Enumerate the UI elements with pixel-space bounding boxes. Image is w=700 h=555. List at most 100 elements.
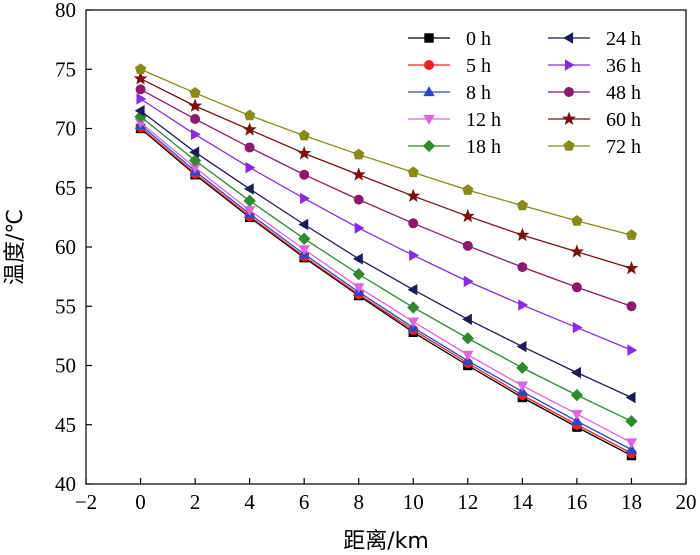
data-point-18h (298, 232, 311, 245)
data-point-24h (352, 253, 363, 265)
data-point-72h (134, 63, 147, 75)
legend-item-12h: 12 h (408, 109, 501, 131)
data-point-72h (625, 229, 638, 240)
legend-marker-5h (423, 60, 434, 71)
legend-marker-0h (424, 33, 434, 43)
data-point-8h (625, 443, 638, 454)
legend-label: 24 h (606, 28, 641, 50)
data-point-12h (625, 438, 638, 449)
legend-label: 48 h (606, 82, 641, 104)
data-point-24h (407, 283, 418, 296)
y-tick-label: 60 (55, 235, 76, 259)
y-tick-label: 75 (55, 57, 76, 81)
data-point-48h (571, 282, 582, 293)
x-tick-label: 18 (621, 490, 642, 514)
legend-marker-8h (423, 86, 435, 97)
data-point-18h (570, 388, 584, 402)
data-point-24h (243, 183, 254, 195)
data-point-36h (572, 321, 583, 334)
x-tick-label: 10 (403, 490, 424, 514)
data-point-12h (407, 317, 419, 328)
series-24h (134, 105, 636, 404)
data-point-48h (626, 301, 637, 312)
series-line-0h (140, 128, 632, 457)
legend-item-48h: 48 h (548, 82, 641, 104)
data-point-12h (353, 283, 365, 294)
x-tick-label: 14 (512, 490, 534, 514)
x-tick-label: 20 (676, 490, 697, 514)
series-layer (133, 63, 639, 461)
data-point-24h (462, 313, 472, 326)
data-point-60h (242, 122, 257, 136)
legend-marker-48h (564, 87, 575, 98)
data-point-24h (516, 340, 527, 353)
legend-label: 12 h (466, 109, 501, 131)
data-point-60h (188, 98, 203, 112)
legend-label: 72 h (606, 136, 641, 158)
legend-item-72h: 72 h (548, 136, 641, 158)
data-point-12h (571, 409, 583, 420)
data-point-12h (462, 350, 474, 361)
data-point-18h (461, 332, 474, 345)
data-point-60h (515, 227, 530, 242)
data-point-36h (354, 222, 365, 234)
legend-item-5h: 5 h (408, 55, 491, 77)
y-axis-title: 温度/℃ (3, 209, 28, 285)
y-tick-label: 50 (55, 354, 76, 378)
series-line-72h (140, 68, 632, 236)
y-tick-label: 70 (55, 117, 76, 141)
legend-marker-36h (564, 59, 575, 71)
data-point-60h (460, 208, 475, 223)
x-axis-title: 距离/km (343, 529, 429, 554)
data-point-48h (517, 262, 528, 273)
x-tick-label: −2 (75, 490, 97, 514)
data-point-48h (299, 169, 310, 180)
y-tick-label: 45 (55, 413, 76, 437)
x-tick-label: 4 (244, 490, 255, 514)
series-60h (133, 71, 639, 275)
data-point-60h (133, 71, 148, 85)
data-point-48h (135, 84, 146, 95)
data-point-48h (408, 218, 419, 229)
series-12h (134, 118, 638, 449)
y-tick-label: 65 (55, 176, 76, 200)
data-point-36h (190, 128, 201, 141)
plot-frame (85, 9, 687, 485)
series-line-60h (140, 78, 632, 269)
data-point-48h (190, 114, 201, 125)
data-point-36h (409, 249, 420, 262)
data-point-24h (134, 105, 145, 117)
data-point-72h (298, 129, 310, 141)
data-point-12h (516, 381, 529, 392)
legend: 0 h 5 h 8 h 12 h 18 h 24 h 36 h 48 h 60 h 72 h (408, 28, 641, 158)
data-point-12h (298, 245, 310, 256)
x-tick-label: 12 (457, 490, 478, 514)
data-point-48h (462, 240, 473, 251)
data-point-18h (243, 194, 256, 207)
series-line-12h (140, 122, 632, 444)
series-line-24h (140, 110, 632, 399)
legend-marker-12h (423, 114, 435, 125)
legend-label: 5 h (466, 55, 491, 77)
legend-label: 36 h (606, 55, 641, 77)
series-72h (134, 63, 638, 240)
data-point-72h (353, 148, 365, 160)
y-tick-label: 80 (55, 0, 76, 22)
legend-marker-72h (563, 140, 575, 151)
x-tick-label: 0 (135, 490, 146, 514)
data-point-36h (518, 299, 529, 311)
data-point-60h (351, 167, 366, 181)
series-line-48h (140, 88, 632, 307)
series-line-18h (140, 116, 632, 422)
data-point-48h (353, 194, 364, 205)
data-point-48h (244, 142, 255, 153)
data-point-24h (571, 366, 582, 379)
legend-label: 0 h (466, 28, 491, 50)
data-point-18h (407, 301, 420, 314)
data-point-60h (569, 244, 584, 258)
legend-label: 60 h (606, 109, 641, 131)
data-point-72h (407, 166, 419, 178)
data-point-72h (189, 87, 201, 98)
